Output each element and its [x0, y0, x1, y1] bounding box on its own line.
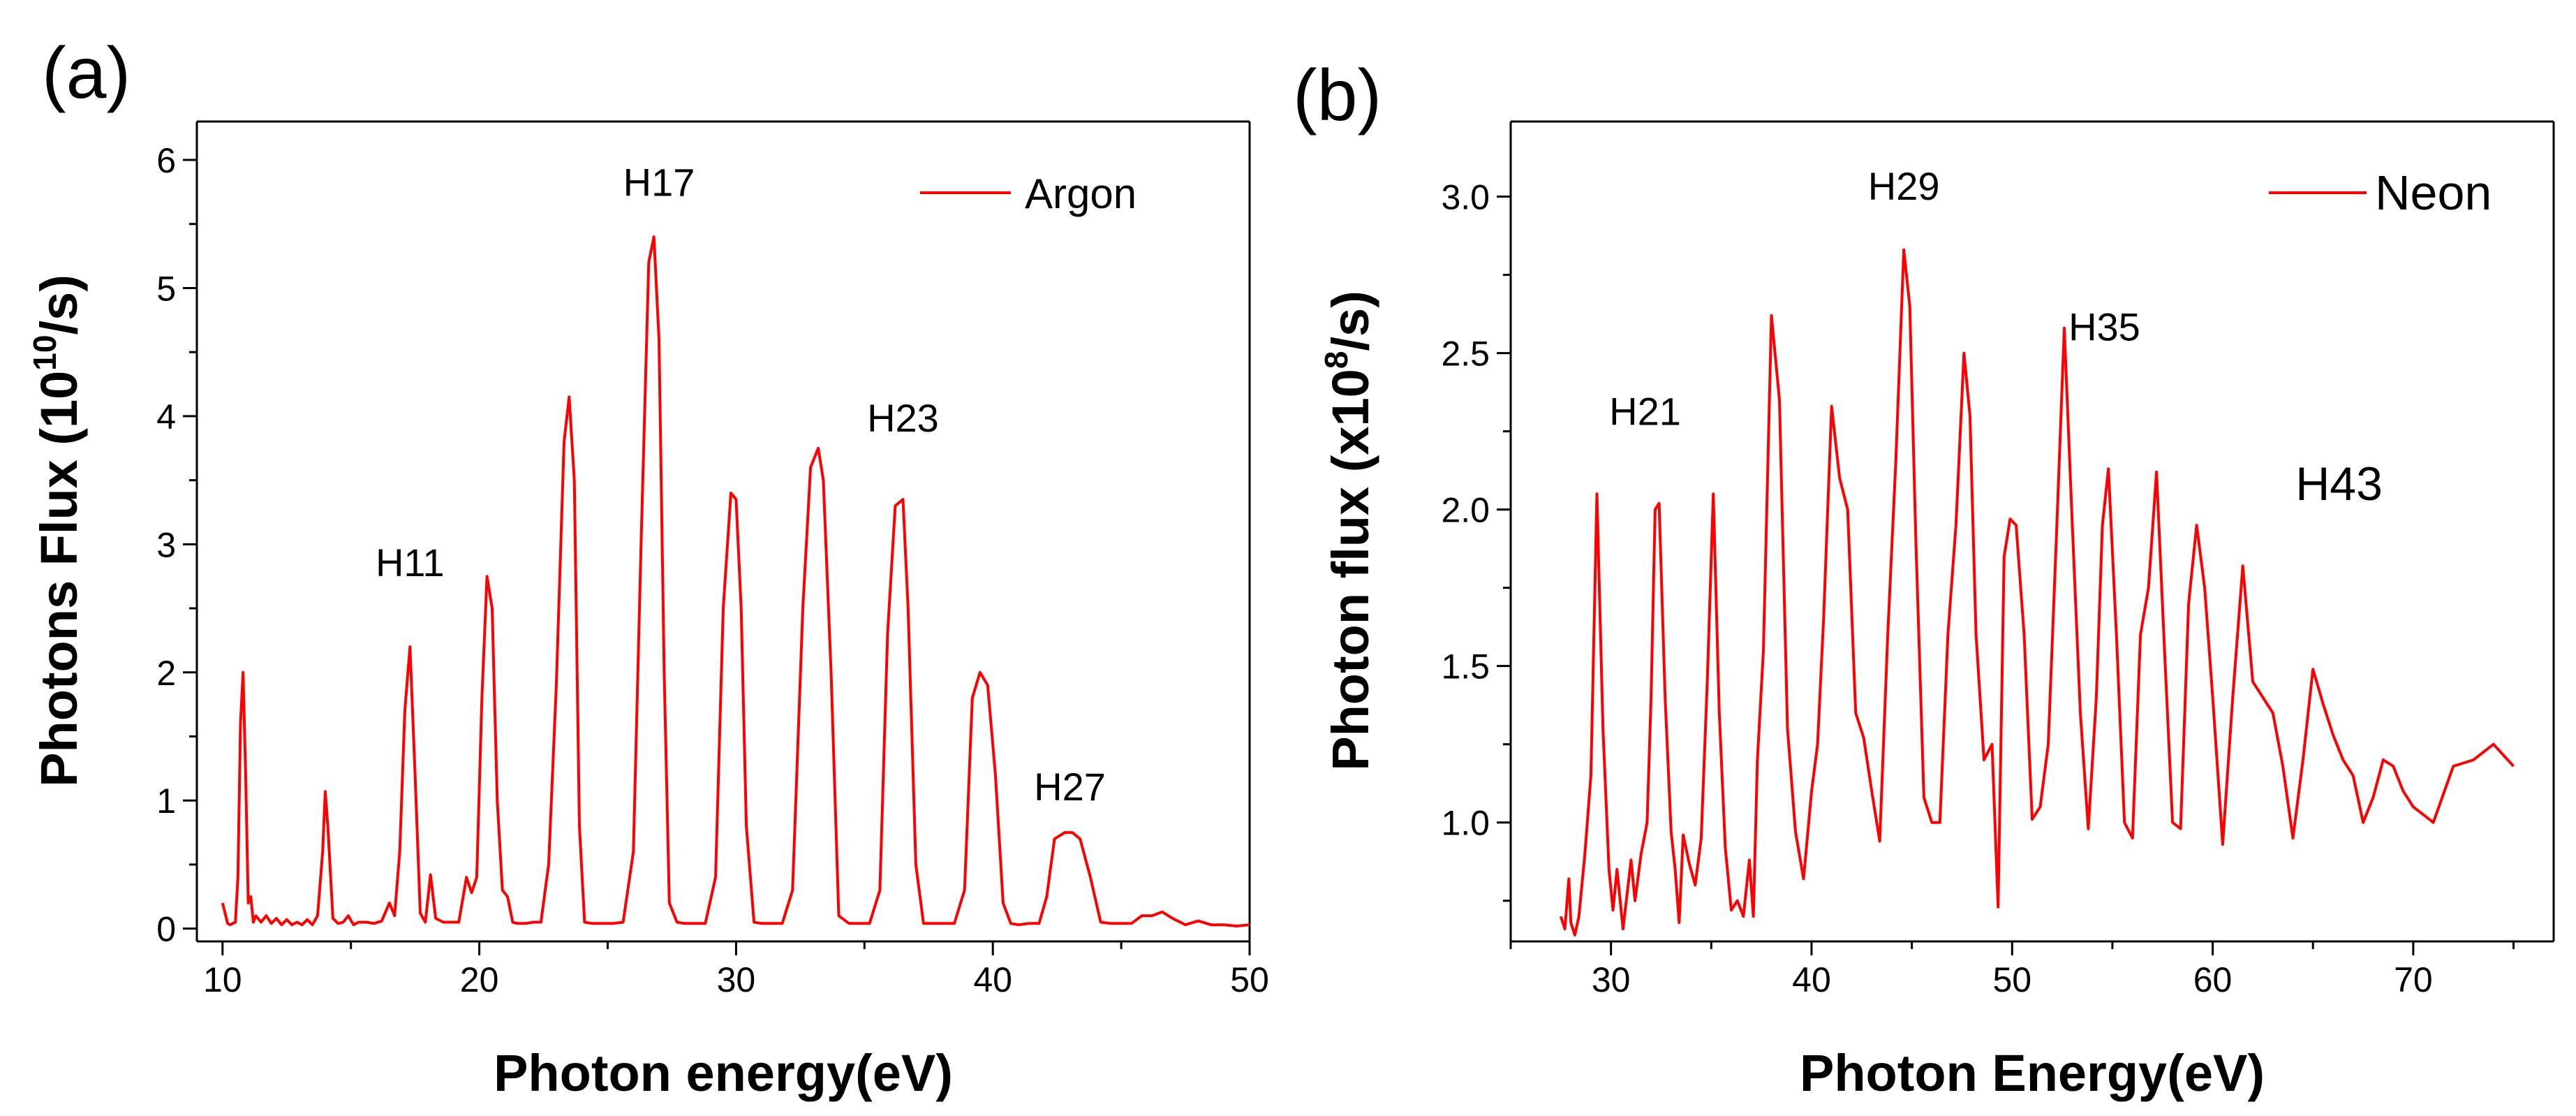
- y-tick-label: 1: [156, 781, 176, 821]
- y-tick-label: 1.0: [1441, 804, 1490, 843]
- y-tick-label: 2.5: [1441, 335, 1490, 374]
- panel-a-y-title-superscript: 10: [27, 335, 63, 371]
- panel-b-y-title-main: Photon flux (x10: [1322, 369, 1379, 771]
- panel-b-y-axis-title: Photon flux (x108/s): [1318, 291, 1379, 771]
- panel-a-ticks: [183, 159, 1251, 955]
- panel-a-y-axis-title: Photons Flux (1010/s): [27, 274, 88, 787]
- panel-a-y-title-main: Photons Flux (10: [30, 371, 88, 787]
- x-tick-label: 30: [717, 960, 756, 999]
- x-tick-label: 10: [203, 960, 242, 999]
- y-tick-label: 4: [156, 397, 176, 436]
- x-tick-label: 50: [1230, 960, 1269, 999]
- panel-a-legend: Argon: [920, 170, 1137, 217]
- y-tick-label: 0: [156, 910, 176, 949]
- harmonic-label-h35: H35: [2068, 305, 2140, 349]
- panel-b-axes: [1509, 120, 2555, 943]
- harmonic-label-h43: H43: [2295, 457, 2383, 511]
- panel-b-y-title-superscript: 8: [1318, 351, 1354, 369]
- y-tick-label: 3.0: [1441, 178, 1490, 217]
- panel-a-tick-labels: 10 20 30 40 50 0 1 2 3 4 5 6: [156, 141, 1269, 999]
- y-tick-label: 3: [156, 525, 176, 564]
- x-tick-label: 60: [2193, 960, 2233, 999]
- panel-a-x-axis-title: Photon energy(eV): [494, 1044, 953, 1102]
- x-tick-label: 40: [1792, 960, 1831, 999]
- x-tick-label: 20: [460, 960, 499, 999]
- panel-a-legend-label: Argon: [1025, 170, 1137, 217]
- panel-a-argon-series-line: [221, 235, 1250, 927]
- panel-b-legend-label: Neon: [2375, 166, 2492, 220]
- harmonic-label-h21: H21: [1609, 390, 1681, 434]
- y-tick-label: 2.0: [1441, 491, 1490, 530]
- panel-b-tick-labels: 30 40 50 60 70 1.0 1.5 2.0 2.5 3.0: [1441, 178, 2432, 999]
- panel-a-argon: (a) 10 20 30 40 50 0 1 2 3 4 5 6 H11 H17 H23 H27 Argon…: [27, 33, 1269, 1102]
- harmonic-label-h23: H23: [867, 396, 939, 440]
- x-tick-label: 50: [1992, 960, 2031, 999]
- panel-b-y-title-end: /s): [1322, 291, 1379, 351]
- x-tick-label: 40: [973, 960, 1012, 999]
- x-tick-label: 70: [2394, 960, 2433, 999]
- panel-a-y-title-end: /s): [30, 274, 88, 335]
- panel-b-ticks: [1497, 196, 2515, 955]
- harmonic-label-h17: H17: [623, 160, 695, 204]
- panel-b-neon-series-line: [1559, 248, 2515, 937]
- y-tick-label: 2: [156, 654, 176, 693]
- y-tick-label: 5: [156, 269, 176, 308]
- y-tick-label: 6: [156, 141, 176, 180]
- panel-b-legend: Neon: [2269, 166, 2492, 220]
- panel-b-annotations: H21 H29 H35 H43: [1609, 164, 2383, 511]
- panel-a-axes: [195, 120, 1251, 943]
- panel-b-x-axis-title: Photon Energy(eV): [1800, 1044, 2265, 1102]
- harmonic-label-h11: H11: [376, 541, 445, 585]
- harmonic-label-h29: H29: [1868, 164, 1940, 208]
- panel-a-label: (a): [42, 33, 131, 114]
- panel-b-label: (b): [1293, 55, 1382, 136]
- panel-b-neon: (b) 30 40 50 60 701.01.52.02.53.0 H21H29H35H…: [1293, 55, 2555, 1102]
- x-tick-label: 30: [1592, 960, 1631, 999]
- panel-a-annotations: H11 H17 H23 H27: [376, 160, 1106, 809]
- y-tick-label: 1.5: [1441, 647, 1490, 687]
- harmonic-label-h27: H27: [1034, 765, 1106, 809]
